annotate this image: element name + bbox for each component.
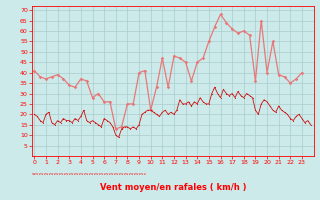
Text: Vent moyen/en rafales ( km/h ): Vent moyen/en rafales ( km/h ) bbox=[100, 183, 246, 192]
Text: vvvvvvvvvvvvvvvvvvvvvvvvvvvvvvvvvvvvvvvvvvvvvv: vvvvvvvvvvvvvvvvvvvvvvvvvvvvvvvvvvvvvvvv… bbox=[32, 172, 147, 176]
